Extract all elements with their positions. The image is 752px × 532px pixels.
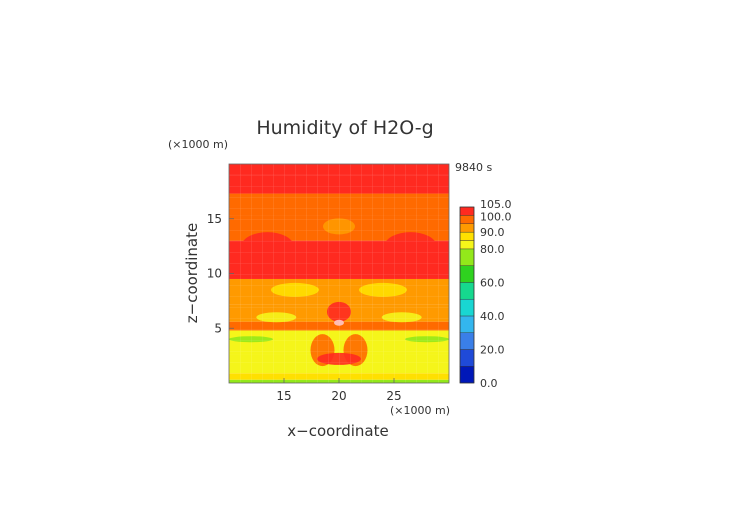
colorbar-label: 0.0 bbox=[480, 377, 498, 390]
plot-area bbox=[229, 164, 449, 383]
z-tick-label: 5 bbox=[214, 321, 222, 335]
colorbar-swatch bbox=[459, 366, 475, 384]
colorbar-frame bbox=[459, 206, 475, 384]
x-unit-label: (×1000 m) bbox=[390, 404, 450, 417]
x-tick-label: 15 bbox=[276, 389, 291, 403]
colorbar-swatch bbox=[459, 315, 475, 333]
chart-title: Humidity of H2O-g bbox=[256, 117, 433, 139]
colorbar-label: 60.0 bbox=[480, 276, 505, 289]
colorbar-swatch bbox=[459, 298, 475, 317]
colorbar-swatch bbox=[459, 349, 475, 367]
z-tick-label: 10 bbox=[207, 267, 222, 281]
colorbar-label: 90.0 bbox=[480, 226, 505, 239]
colorbar-label: 100.0 bbox=[480, 210, 512, 223]
time-label: 9840 s bbox=[455, 161, 492, 174]
colorbar-label: 40.0 bbox=[480, 310, 505, 323]
colorbar-swatch bbox=[459, 215, 475, 224]
grid-overlay bbox=[229, 164, 449, 383]
colorbar-swatch bbox=[459, 223, 475, 233]
z-unit-label: (×1000 m) bbox=[168, 138, 228, 151]
z-ticks: 5 10 15 bbox=[207, 212, 234, 335]
x-ticks: 15 20 25 bbox=[276, 378, 402, 403]
colorbar-swatch bbox=[459, 240, 475, 250]
colorbar-label: 80.0 bbox=[480, 243, 505, 256]
colorbar-swatch bbox=[459, 282, 475, 300]
colorbar-swatch bbox=[459, 265, 475, 283]
colorbar-swatch bbox=[459, 332, 475, 350]
colorbar-label: 105.0 bbox=[480, 198, 512, 211]
colorbar-swatch bbox=[459, 231, 475, 241]
x-tick-label: 20 bbox=[331, 389, 346, 403]
colorbar-swatch bbox=[459, 206, 475, 216]
z-tick-label: 15 bbox=[207, 212, 222, 226]
x-tick-label: 25 bbox=[386, 389, 401, 403]
colorbar-swatch bbox=[459, 248, 475, 266]
colorbar-label: 20.0 bbox=[480, 343, 505, 356]
y-axis-label: z−coordinate bbox=[183, 223, 201, 323]
x-axis-label: x−coordinate bbox=[287, 422, 388, 440]
